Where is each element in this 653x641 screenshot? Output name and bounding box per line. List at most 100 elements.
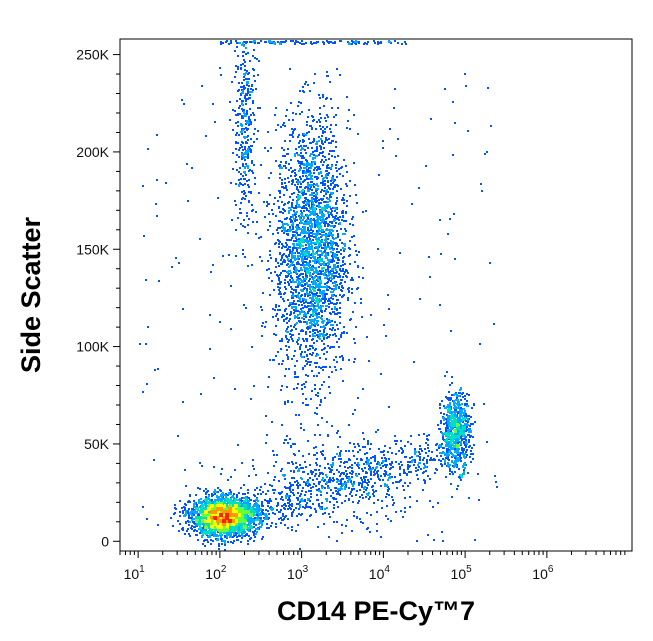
event-point — [266, 523, 268, 525]
event-point — [280, 263, 282, 265]
event-point — [258, 513, 260, 515]
event-point — [319, 152, 321, 154]
event-point — [274, 309, 276, 311]
event-point — [321, 340, 323, 342]
event-point — [324, 205, 326, 207]
event-point — [439, 407, 441, 409]
event-point — [407, 441, 409, 443]
event-point — [403, 472, 405, 474]
event-point — [295, 507, 297, 509]
events-layer — [139, 40, 498, 551]
event-point — [324, 397, 326, 399]
event-point — [352, 471, 354, 473]
event-point — [284, 155, 286, 157]
event-point — [252, 172, 254, 174]
event-point — [331, 193, 333, 195]
event-point — [357, 287, 359, 289]
event-point — [404, 445, 406, 447]
event-point — [237, 444, 239, 446]
event-point — [253, 49, 255, 51]
event-point — [291, 288, 293, 290]
event-point — [225, 495, 227, 497]
event-point — [277, 502, 279, 504]
event-point — [375, 490, 377, 492]
event-point — [367, 440, 369, 442]
event-point — [303, 298, 305, 300]
event-point — [296, 341, 298, 343]
event-point — [348, 109, 350, 111]
event-point — [300, 178, 302, 180]
event-point — [316, 489, 318, 491]
event-point — [400, 440, 402, 442]
event-point — [332, 327, 334, 329]
event-point — [179, 523, 181, 525]
event-point — [353, 481, 355, 483]
event-point — [307, 268, 309, 270]
event-point — [273, 289, 275, 291]
event-point — [306, 214, 308, 216]
event-point — [197, 539, 199, 541]
event-point — [463, 442, 465, 444]
event-point — [459, 477, 461, 479]
event-point — [288, 497, 290, 499]
event-point — [328, 242, 330, 244]
event-point — [350, 279, 352, 281]
event-point — [323, 261, 325, 263]
event-point — [299, 234, 301, 236]
event-point — [192, 521, 194, 523]
event-point — [279, 220, 281, 222]
event-point — [310, 229, 312, 231]
event-point — [212, 264, 214, 266]
event-point — [362, 481, 364, 483]
event-point — [467, 472, 469, 474]
event-point — [331, 150, 333, 152]
event-point — [411, 203, 413, 205]
event-point — [300, 222, 302, 224]
event-point — [260, 512, 262, 514]
event-point — [348, 499, 350, 501]
event-point — [324, 117, 326, 119]
event-point — [304, 287, 306, 289]
event-point — [227, 541, 229, 543]
event-point — [281, 221, 283, 223]
event-point — [460, 399, 462, 401]
event-point — [340, 228, 342, 230]
event-point — [289, 489, 291, 491]
event-point — [241, 108, 243, 110]
event-point — [304, 256, 306, 258]
event-point — [265, 41, 267, 43]
event-point — [380, 536, 382, 538]
event-point — [189, 494, 191, 496]
event-point — [469, 425, 471, 427]
event-point — [346, 205, 348, 207]
event-point — [309, 322, 311, 324]
event-point — [338, 251, 340, 253]
event-point — [253, 523, 255, 525]
event-point — [336, 469, 338, 471]
event-point — [291, 504, 293, 506]
event-point — [284, 439, 286, 441]
event-point — [297, 485, 299, 487]
event-point — [302, 139, 304, 141]
event-point — [294, 43, 296, 45]
event-point — [339, 436, 341, 438]
event-point — [356, 490, 358, 492]
event-point — [314, 412, 316, 414]
event-point — [373, 495, 375, 497]
event-point — [268, 268, 270, 270]
event-point — [409, 457, 411, 459]
event-point — [275, 215, 277, 217]
event-point — [303, 91, 305, 93]
event-point — [280, 126, 282, 128]
event-point — [344, 461, 346, 463]
event-point — [290, 259, 292, 261]
event-point — [321, 310, 323, 312]
event-point — [300, 353, 302, 355]
event-point — [470, 416, 472, 418]
event-point — [242, 149, 244, 151]
event-point — [299, 346, 301, 348]
event-point — [299, 247, 301, 249]
event-point — [346, 519, 348, 521]
event-point — [298, 414, 300, 416]
event-point — [319, 289, 321, 291]
